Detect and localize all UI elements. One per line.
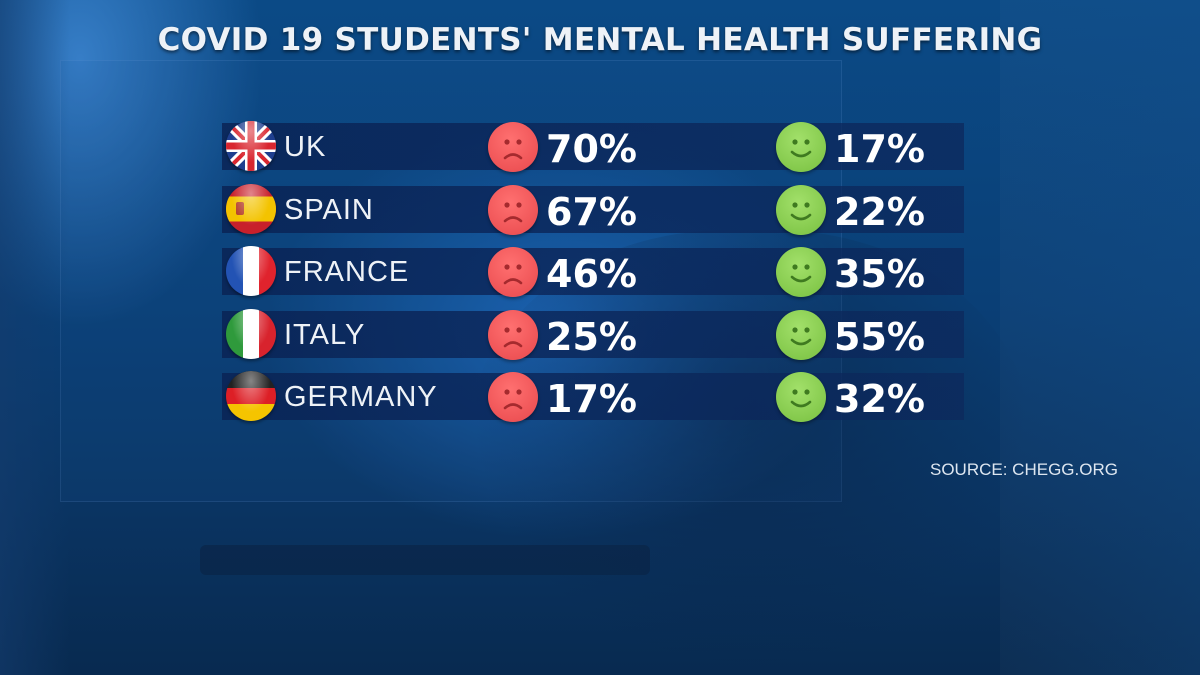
positive-percent: 22%: [834, 189, 925, 234]
source-credit: SOURCE: CHEGG.ORG: [930, 460, 1118, 479]
sad-face-icon: [488, 372, 538, 422]
background-shade-left: [0, 0, 70, 675]
germany-flag-icon: [226, 371, 276, 421]
happy-face-icon: [776, 184, 826, 235]
uk-flag-icon: [226, 121, 276, 171]
country-label: ITALY: [284, 318, 366, 351]
data-table: UK 70% 17% SPAIN 67% 22%: [222, 121, 964, 436]
background-right-panel: [1000, 0, 1200, 675]
negative-percent: 25%: [546, 314, 637, 359]
happy-face-icon: [776, 122, 826, 172]
table-row: SPAIN 67% 22%: [222, 183, 964, 235]
negative-percent: 67%: [546, 189, 637, 234]
background-person-silhouette: [470, 230, 1030, 670]
negative-percent: 17%: [546, 377, 637, 421]
happy-face-icon: [776, 247, 826, 297]
positive-percent: 35%: [834, 252, 925, 296]
chart-title: COVID 19 STUDENTS' MENTAL HEALTH SUFFERI…: [157, 22, 1043, 58]
happy-face-icon: [776, 372, 826, 422]
country-label: FRANCE: [284, 256, 410, 288]
table-row: ITALY 25% 55%: [222, 308, 964, 360]
positive-percent: 32%: [834, 377, 925, 421]
negative-percent: 46%: [546, 252, 637, 296]
table-row: UK 70% 17%: [222, 121, 964, 172]
table-row: FRANCE 46% 35%: [222, 246, 964, 297]
country-label: UK: [284, 131, 327, 163]
france-flag-icon: [226, 246, 276, 296]
positive-percent: 17%: [834, 127, 925, 171]
happy-face-icon: [776, 309, 826, 360]
country-label: GERMANY: [284, 381, 438, 413]
sad-face-icon: [488, 122, 538, 172]
table-row: GERMANY 17% 32%: [222, 371, 964, 422]
country-label: SPAIN: [284, 193, 374, 226]
sad-face-icon: [488, 184, 538, 235]
negative-percent: 70%: [546, 127, 637, 171]
sad-face-icon: [488, 247, 538, 297]
sad-face-icon: [488, 309, 538, 360]
spain-flag-icon: [226, 183, 276, 234]
italy-flag-icon: [226, 308, 276, 359]
positive-percent: 55%: [834, 314, 925, 359]
